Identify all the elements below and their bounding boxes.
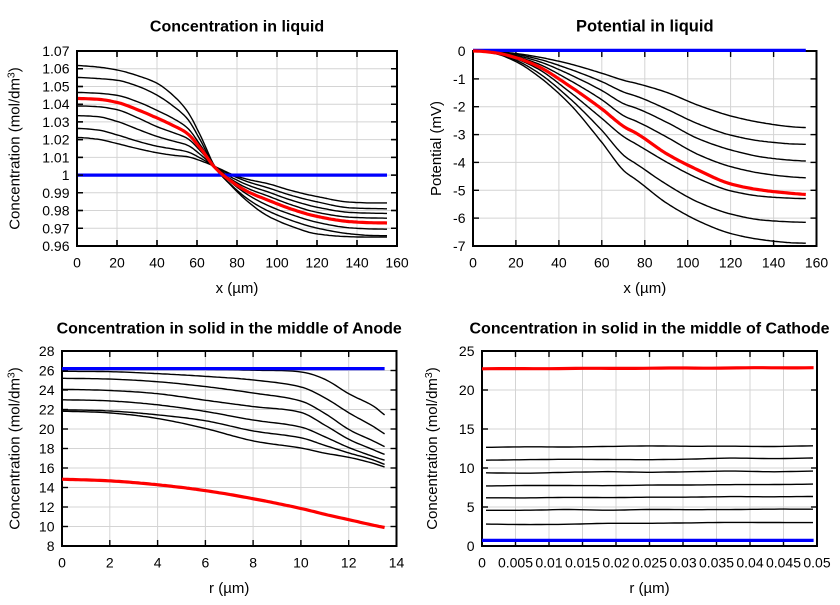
svg-text:r (µm): r (µm) xyxy=(209,580,249,597)
svg-text:14: 14 xyxy=(39,480,55,496)
svg-text:40: 40 xyxy=(149,255,165,271)
svg-text:-2: -2 xyxy=(453,99,466,115)
svg-text:0.96: 0.96 xyxy=(42,238,69,254)
svg-text:0: 0 xyxy=(467,538,475,554)
svg-text:0.045: 0.045 xyxy=(766,555,801,571)
svg-text:20: 20 xyxy=(508,255,524,271)
svg-text:60: 60 xyxy=(594,255,610,271)
svg-text:100: 100 xyxy=(676,255,700,271)
svg-text:0.97: 0.97 xyxy=(42,220,69,236)
svg-text:0.015: 0.015 xyxy=(565,555,600,571)
svg-text:-3: -3 xyxy=(453,127,466,143)
svg-text:18: 18 xyxy=(39,441,55,457)
svg-text:160: 160 xyxy=(385,255,409,271)
svg-text:16: 16 xyxy=(39,460,55,476)
svg-text:24: 24 xyxy=(39,382,55,398)
svg-text:-1: -1 xyxy=(453,71,466,87)
svg-text:0.04: 0.04 xyxy=(736,555,763,571)
svg-text:10: 10 xyxy=(39,519,55,535)
svg-text:0: 0 xyxy=(469,255,477,271)
svg-text:12: 12 xyxy=(341,555,357,571)
svg-text:1.01: 1.01 xyxy=(42,149,69,165)
svg-text:8: 8 xyxy=(249,555,257,571)
svg-text:160: 160 xyxy=(805,255,829,271)
svg-text:12: 12 xyxy=(39,499,55,515)
svg-text:1.05: 1.05 xyxy=(42,79,69,95)
svg-text:28: 28 xyxy=(39,343,55,359)
svg-text:15: 15 xyxy=(459,421,475,437)
svg-text:10: 10 xyxy=(293,555,309,571)
svg-text:0.035: 0.035 xyxy=(699,555,734,571)
svg-text:-6: -6 xyxy=(453,210,466,226)
svg-text:2: 2 xyxy=(106,555,114,571)
svg-text:0.98: 0.98 xyxy=(42,203,69,219)
svg-text:100: 100 xyxy=(265,255,289,271)
svg-text:0: 0 xyxy=(458,43,466,59)
svg-text:0.01: 0.01 xyxy=(535,555,562,571)
svg-text:8: 8 xyxy=(47,538,55,554)
svg-text:140: 140 xyxy=(762,255,786,271)
svg-text:20: 20 xyxy=(109,255,125,271)
svg-text:14: 14 xyxy=(389,555,405,571)
svg-text:80: 80 xyxy=(229,255,245,271)
svg-text:0.03: 0.03 xyxy=(669,555,696,571)
svg-text:Concentration in solid in the: Concentration in solid in the middle of … xyxy=(57,321,402,338)
svg-text:-5: -5 xyxy=(453,182,466,198)
svg-text:0.05: 0.05 xyxy=(803,555,830,571)
svg-text:26: 26 xyxy=(39,363,55,379)
svg-text:1.03: 1.03 xyxy=(42,114,69,130)
svg-text:120: 120 xyxy=(305,255,329,271)
svg-text:40: 40 xyxy=(551,255,567,271)
svg-text:-7: -7 xyxy=(453,238,466,254)
svg-text:4: 4 xyxy=(154,555,162,571)
svg-text:80: 80 xyxy=(637,255,653,271)
svg-text:Concentration (mol/dm3): Concentration (mol/dm3) xyxy=(6,67,24,230)
svg-text:Concentration in solid in the: Concentration in solid in the middle of … xyxy=(470,321,830,338)
svg-text:6: 6 xyxy=(202,555,210,571)
svg-text:0: 0 xyxy=(73,255,81,271)
svg-text:r (µm): r (µm) xyxy=(629,580,669,597)
svg-text:1.06: 1.06 xyxy=(42,61,69,77)
svg-text:0.025: 0.025 xyxy=(632,555,667,571)
svg-text:0: 0 xyxy=(478,555,486,571)
svg-text:x (µm): x (µm) xyxy=(623,280,666,297)
svg-text:Potential in liquid: Potential in liquid xyxy=(576,18,714,36)
svg-text:Concentration (mol/dm3): Concentration (mol/dm3) xyxy=(6,367,24,530)
svg-text:0.99: 0.99 xyxy=(42,185,69,201)
svg-text:0.005: 0.005 xyxy=(498,555,533,571)
svg-text:20: 20 xyxy=(459,382,475,398)
svg-text:5: 5 xyxy=(467,499,475,515)
svg-text:Concentration (mol/dm3): Concentration (mol/dm3) xyxy=(423,367,441,530)
svg-text:140: 140 xyxy=(345,255,369,271)
svg-text:22: 22 xyxy=(39,402,55,418)
svg-text:Potential (mV): Potential (mV) xyxy=(428,101,445,196)
svg-text:1: 1 xyxy=(62,167,70,183)
svg-text:Concentration in liquid: Concentration in liquid xyxy=(150,19,324,36)
svg-text:10: 10 xyxy=(459,460,475,476)
svg-text:25: 25 xyxy=(459,343,475,359)
svg-text:x (µm): x (µm) xyxy=(216,280,259,297)
svg-text:60: 60 xyxy=(189,255,205,271)
svg-text:20: 20 xyxy=(39,421,55,437)
svg-text:120: 120 xyxy=(719,255,743,271)
svg-text:1.02: 1.02 xyxy=(42,132,69,148)
svg-text:-4: -4 xyxy=(453,154,466,170)
svg-text:0.02: 0.02 xyxy=(602,555,629,571)
svg-text:1.07: 1.07 xyxy=(42,43,69,59)
svg-text:1.04: 1.04 xyxy=(42,96,69,112)
svg-text:0: 0 xyxy=(58,555,66,571)
